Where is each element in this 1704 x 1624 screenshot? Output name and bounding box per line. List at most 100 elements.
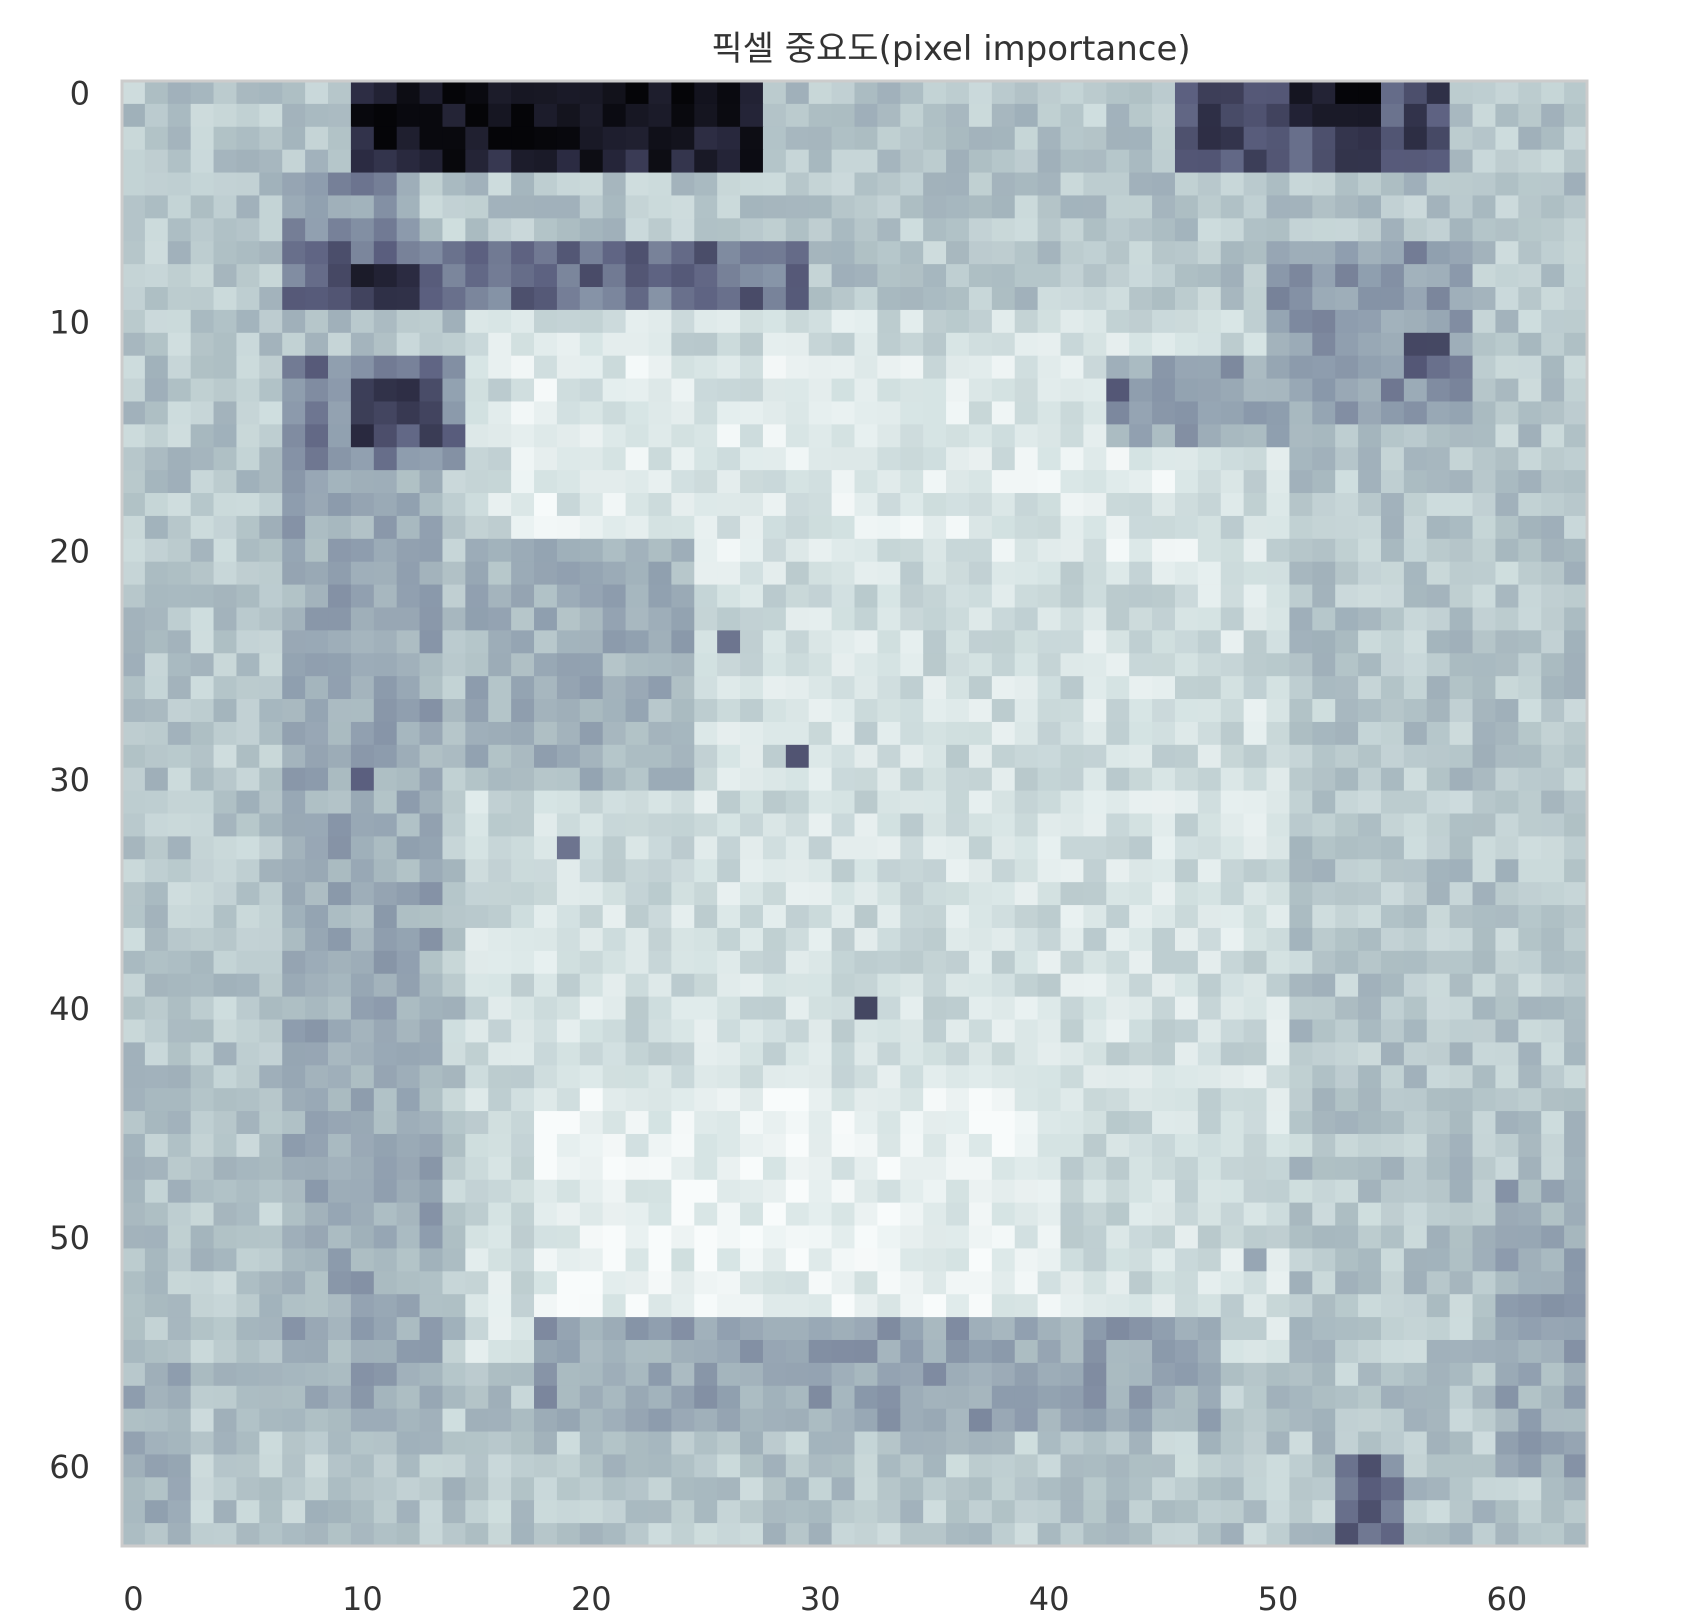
heatmap-cell bbox=[808, 882, 833, 906]
heatmap-cell bbox=[1380, 996, 1405, 1021]
heatmap-cell bbox=[831, 493, 856, 517]
heatmap-cell bbox=[534, 813, 558, 837]
heatmap-cell bbox=[190, 1088, 215, 1112]
heatmap-cell bbox=[1403, 1271, 1428, 1295]
heatmap-cell bbox=[419, 1362, 444, 1387]
heatmap-cell bbox=[259, 103, 283, 128]
heatmap-cell bbox=[236, 699, 260, 723]
heatmap-cell bbox=[1541, 1362, 1565, 1387]
heatmap-cell bbox=[1129, 996, 1153, 1021]
heatmap-cell bbox=[1380, 1523, 1405, 1547]
heatmap-cell bbox=[1426, 607, 1451, 631]
heatmap-cell bbox=[602, 1477, 627, 1501]
heatmap-cell bbox=[1449, 1156, 1474, 1181]
heatmap-cell bbox=[1152, 1477, 1176, 1501]
heatmap-cell bbox=[762, 1339, 787, 1364]
heatmap-cell bbox=[877, 767, 901, 792]
heatmap-cell bbox=[259, 126, 283, 151]
heatmap-cell bbox=[1449, 882, 1474, 906]
heatmap-cell bbox=[1449, 1385, 1474, 1410]
heatmap-cell bbox=[511, 470, 535, 494]
heatmap-cell bbox=[350, 264, 375, 288]
heatmap-cell bbox=[648, 882, 672, 906]
heatmap-cell bbox=[1174, 767, 1199, 792]
heatmap-cell bbox=[373, 1454, 398, 1478]
heatmap-cell bbox=[1358, 493, 1382, 517]
heatmap-cell bbox=[602, 1431, 627, 1456]
heatmap-cell bbox=[991, 996, 1016, 1021]
heatmap-cell bbox=[350, 1225, 375, 1250]
heatmap-cell bbox=[1243, 1431, 1268, 1456]
heatmap-cell bbox=[213, 1454, 238, 1478]
heatmap-cell bbox=[1358, 1317, 1382, 1341]
heatmap-cell bbox=[717, 721, 741, 746]
heatmap-cell bbox=[648, 607, 672, 631]
heatmap-cell bbox=[923, 1133, 947, 1158]
heatmap-cell bbox=[488, 1019, 512, 1044]
heatmap-cell bbox=[1312, 1385, 1336, 1410]
heatmap-cell bbox=[625, 905, 650, 929]
heatmap-cell bbox=[1106, 309, 1130, 334]
heatmap-cell bbox=[648, 1317, 672, 1341]
heatmap-cell bbox=[259, 721, 283, 746]
heatmap-cell bbox=[328, 973, 352, 998]
heatmap-cell bbox=[991, 721, 1016, 746]
heatmap-cell bbox=[1335, 1065, 1359, 1089]
heatmap-cell bbox=[259, 1408, 283, 1433]
heatmap-cell bbox=[877, 241, 901, 265]
heatmap-cell bbox=[442, 447, 466, 471]
heatmap-cell bbox=[534, 515, 558, 540]
heatmap-cell bbox=[1426, 1019, 1451, 1044]
heatmap-cell bbox=[1014, 378, 1039, 403]
heatmap-cell bbox=[350, 1385, 375, 1410]
heatmap-cell bbox=[282, 493, 306, 517]
heatmap-cell bbox=[1197, 836, 1222, 860]
heatmap-cell bbox=[762, 493, 787, 517]
heatmap-cell bbox=[740, 905, 764, 929]
heatmap-cell bbox=[419, 515, 444, 540]
heatmap-cell bbox=[991, 309, 1016, 334]
heatmap-cell bbox=[1495, 584, 1519, 609]
heatmap-cell bbox=[991, 767, 1016, 792]
heatmap-cell bbox=[556, 103, 581, 128]
heatmap-cell bbox=[1289, 1019, 1313, 1044]
heatmap-cell bbox=[511, 905, 535, 929]
heatmap-cell bbox=[968, 309, 993, 334]
heatmap-cell bbox=[1380, 607, 1405, 631]
heatmap-cell bbox=[808, 1477, 833, 1501]
heatmap-cell bbox=[1106, 859, 1130, 883]
heatmap-cell bbox=[1449, 721, 1474, 746]
heatmap-cell bbox=[900, 1225, 924, 1250]
heatmap-cell bbox=[1083, 996, 1107, 1021]
heatmap-cell bbox=[122, 836, 146, 860]
heatmap-cell bbox=[1312, 1454, 1336, 1478]
heatmap-cell bbox=[350, 836, 375, 860]
heatmap-cell bbox=[190, 103, 215, 128]
heatmap-cell bbox=[1541, 241, 1565, 265]
heatmap-cell bbox=[1197, 493, 1222, 517]
heatmap-cell bbox=[419, 996, 444, 1021]
heatmap-cell bbox=[328, 1156, 352, 1181]
heatmap-cell bbox=[602, 195, 627, 219]
heatmap-cell bbox=[1335, 515, 1359, 540]
heatmap-cell bbox=[1358, 996, 1382, 1021]
heatmap-cell bbox=[1541, 1385, 1565, 1410]
heatmap-cell bbox=[465, 676, 489, 700]
heatmap-cell bbox=[1312, 1156, 1336, 1181]
heatmap-cell bbox=[236, 1408, 260, 1433]
heatmap-cell bbox=[350, 309, 375, 334]
heatmap-cell bbox=[122, 721, 146, 746]
heatmap-cell bbox=[373, 905, 398, 929]
heatmap-cell bbox=[396, 1408, 421, 1433]
heatmap-cell bbox=[923, 264, 947, 288]
heatmap-cell bbox=[1380, 699, 1405, 723]
heatmap-cell bbox=[1358, 699, 1382, 723]
heatmap-cell bbox=[991, 973, 1016, 998]
heatmap-cell bbox=[785, 859, 810, 883]
heatmap-cell bbox=[1037, 1271, 1062, 1295]
heatmap-cell bbox=[236, 676, 260, 700]
heatmap-cell bbox=[1564, 973, 1588, 998]
heatmap-cell bbox=[1014, 676, 1039, 700]
heatmap-cell bbox=[167, 1271, 192, 1295]
heatmap-cell bbox=[671, 126, 695, 151]
